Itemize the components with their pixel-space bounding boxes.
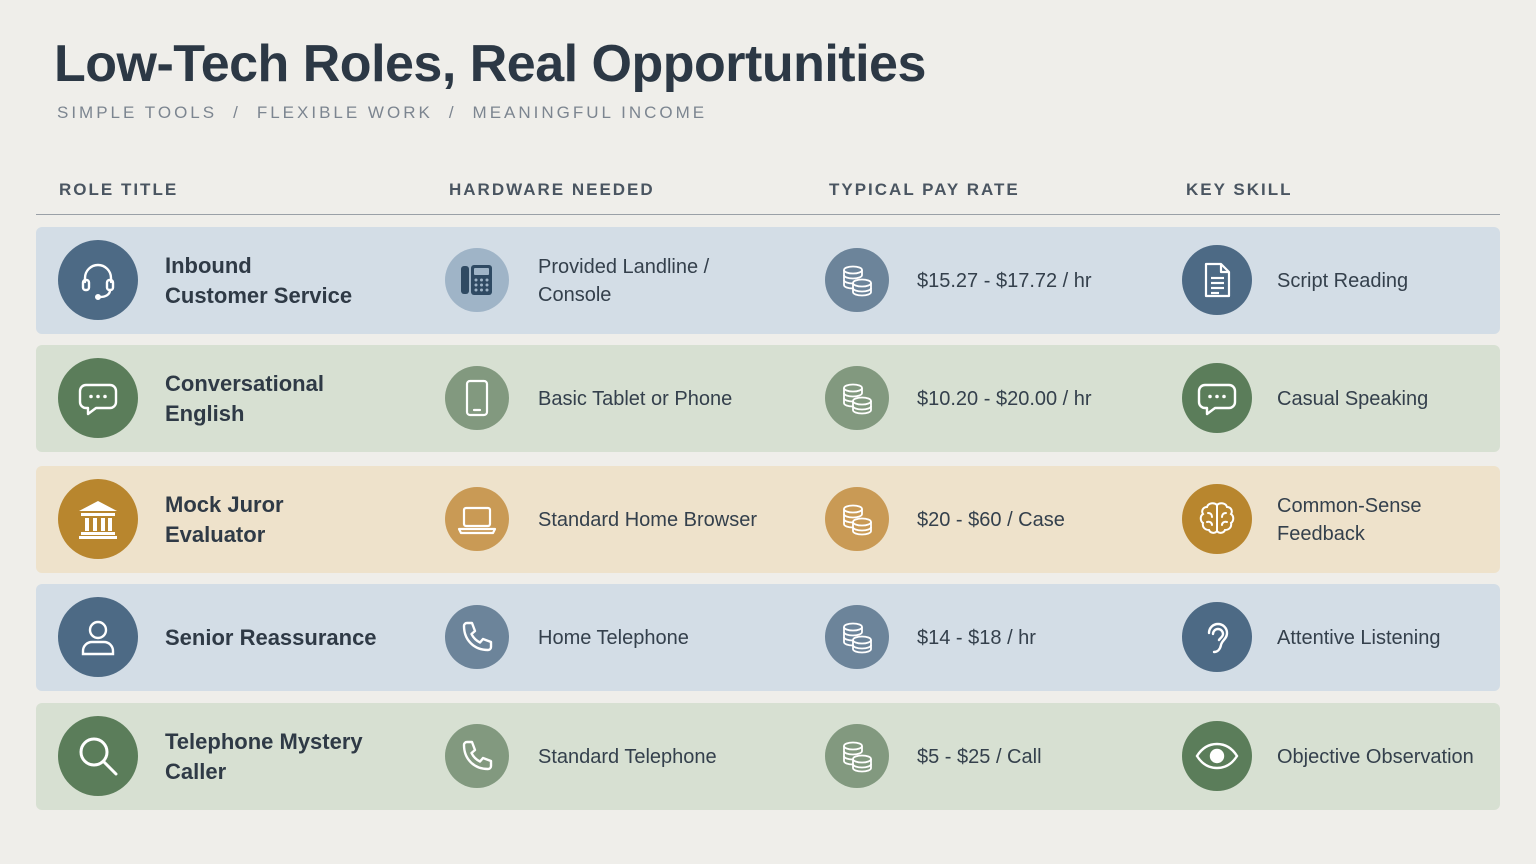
- coins-icon: [825, 605, 889, 669]
- role-title: Conversational English: [165, 370, 324, 426]
- key-skill: Script Reading: [1277, 269, 1409, 292]
- person-icon: [58, 597, 138, 677]
- eye-icon: [1182, 721, 1252, 791]
- subtitle-separator: /: [233, 103, 241, 122]
- subtitle-item: MEANINGFUL INCOME: [472, 103, 708, 122]
- brain-icon: [1182, 484, 1252, 554]
- hardware-needed: Standard Telephone: [538, 745, 717, 768]
- coins-icon: [825, 724, 889, 788]
- hardware-needed: Standard Home Browser: [538, 508, 757, 531]
- coins-icon: [825, 366, 889, 430]
- table-header: ROLE TITLE HARDWARE NEEDED TYPICAL PAY R…: [36, 172, 1500, 215]
- role-title: Telephone Mystery Caller: [165, 728, 363, 784]
- key-skill: Common-Sense Feedback: [1277, 494, 1422, 545]
- pay-rate: $10.20 - $20.00 / hr: [917, 387, 1092, 410]
- phone-handset-icon: [445, 605, 509, 669]
- hardware-needed: Basic Tablet or Phone: [538, 387, 733, 410]
- subtitle-item: FLEXIBLE WORK: [256, 103, 433, 122]
- table-row: Inbound Customer Service Provided Landlin…: [36, 227, 1500, 334]
- phone-handset-icon: [445, 724, 509, 788]
- role-title: Mock Juror Evaluator: [165, 491, 284, 547]
- hardware-needed: Provided Landline / Console: [538, 255, 710, 306]
- table-row: Telephone Mystery Caller Standard Telepho…: [36, 703, 1500, 810]
- column-header-role: ROLE TITLE: [59, 180, 179, 199]
- role-title: Senior Reassurance: [165, 624, 377, 650]
- pay-rate: $20 - $60 / Case: [917, 508, 1065, 531]
- page-title: Low-Tech Roles, Real Opportunities: [54, 35, 926, 93]
- tablet-icon: [445, 366, 509, 430]
- subtitle-item: SIMPLE TOOLS: [57, 103, 218, 122]
- key-skill: Casual Speaking: [1277, 387, 1429, 410]
- key-skill: Objective Observation: [1277, 745, 1474, 768]
- column-header-pay: TYPICAL PAY RATE: [829, 180, 1020, 199]
- pay-rate: $5 - $25 / Call: [917, 745, 1042, 768]
- table-row: Mock Juror Evaluator Standard Home Browse…: [36, 466, 1500, 573]
- pay-rate: $14 - $18 / hr: [917, 626, 1036, 649]
- column-header-hardware: HARDWARE NEEDED: [449, 180, 655, 199]
- coins-icon: [825, 487, 889, 551]
- chat-bubble-icon: [58, 358, 138, 438]
- subtitle-separator: /: [448, 103, 457, 122]
- courthouse-icon: [58, 479, 138, 559]
- magnifier-icon: [58, 716, 138, 796]
- key-skill: Attentive Listening: [1277, 626, 1441, 649]
- headset-icon: [58, 240, 138, 320]
- table-row: Senior Reassurance Home Telephone $14 - $1…: [36, 584, 1500, 691]
- coins-icon: [825, 248, 889, 312]
- document-icon: [1182, 245, 1252, 315]
- table-row: Conversational English Basic Tablet or Ph…: [36, 345, 1500, 452]
- hardware-needed: Home Telephone: [538, 626, 689, 649]
- ear-icon: [1182, 602, 1252, 672]
- column-header-skill: KEY SKILL: [1186, 180, 1293, 199]
- laptop-icon: [445, 487, 509, 551]
- pay-rate: $15.27 - $17.72 / hr: [917, 269, 1092, 292]
- chat-bubble-icon: [1182, 363, 1252, 433]
- role-title: Inbound Customer Service: [165, 252, 353, 308]
- page-subtitle: SIMPLE TOOLS / FLEXIBLE WORK / MEANINGFUL IN…: [57, 103, 707, 123]
- desk-phone-icon: [445, 248, 509, 312]
